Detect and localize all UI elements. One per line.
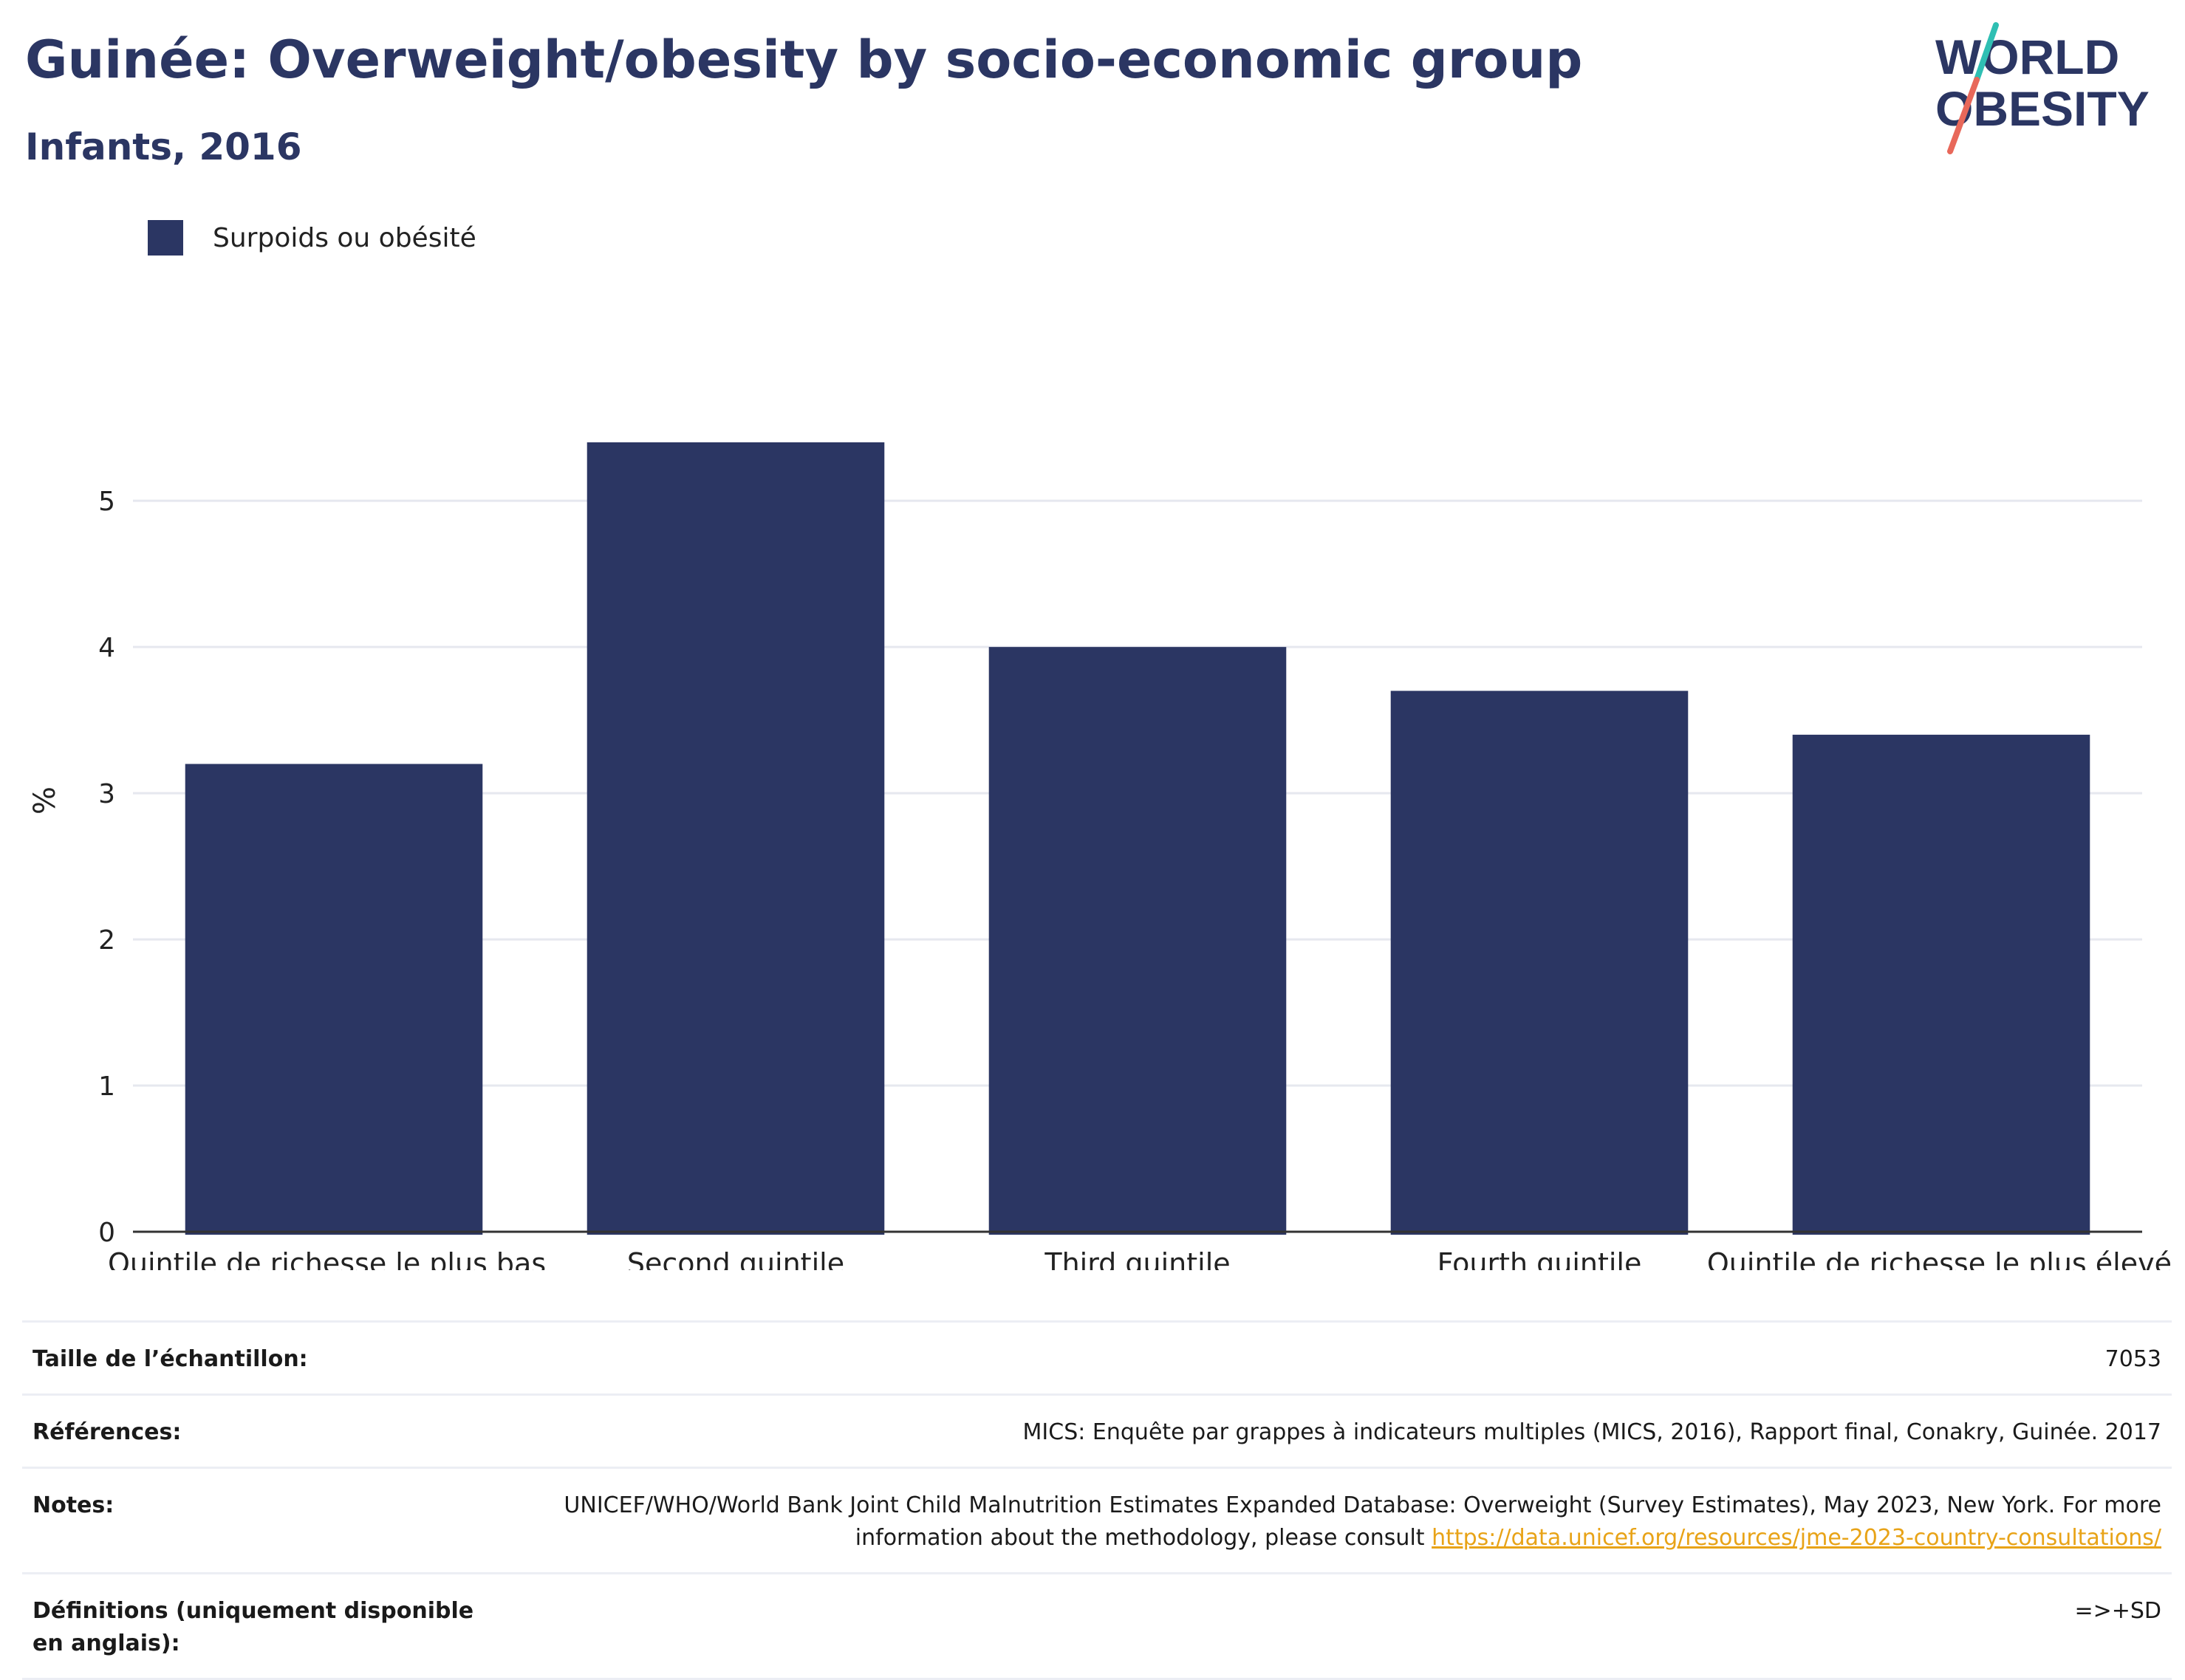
info-table: Taille de l’échantillon: 7053 Références… <box>22 1320 2172 1680</box>
notes-value: UNICEF/WHO/World Bank Joint Child Malnut… <box>516 1468 2172 1574</box>
x-tick-label: Quintile de richesse le plus bas <box>108 1247 546 1270</box>
bar <box>988 647 1287 1235</box>
references-row: Références: MICS: Enquête par grappes à … <box>22 1394 2172 1468</box>
y-tick-label: 4 <box>98 633 115 663</box>
y-tick-label: 5 <box>98 487 115 517</box>
bar <box>1792 734 2090 1235</box>
methodology-link[interactable]: https://data.unicef.org/resources/jme-20… <box>1432 1525 2161 1551</box>
x-tick-label: Quintile de richesse le plus élevé <box>1707 1247 2172 1270</box>
sample-size-label: Taille de l’échantillon: <box>33 1346 308 1372</box>
y-tick-label: 2 <box>98 925 115 956</box>
bar <box>1390 690 1689 1235</box>
x-tick-label: Third quintile <box>1044 1247 1230 1270</box>
legend-label: Surpoids ou obésité <box>213 222 476 253</box>
y-tick-label: 3 <box>98 779 115 809</box>
legend[interactable]: Surpoids ou obésité <box>148 220 476 256</box>
legend-swatch <box>148 220 183 256</box>
definitions-label: Définitions (uniquement disponible en an… <box>33 1598 474 1656</box>
x-tick-label: Second quintile <box>627 1247 844 1270</box>
logo-slash-coral <box>1947 77 1980 154</box>
world-obesity-logo: WORLD OBESITY <box>1935 22 2150 154</box>
chart-title: Guinée: Overweight/obesity by socio-econ… <box>25 30 1583 90</box>
sample-size-value: 7053 <box>2104 1346 2161 1372</box>
bar <box>587 442 885 1235</box>
sample-size-row: Taille de l’échantillon: 7053 <box>22 1321 2172 1395</box>
logo-slash-teal <box>1974 22 1999 83</box>
notes-text: UNICEF/WHO/World Bank Joint Child Malnut… <box>564 1492 2161 1551</box>
logo-line1: WORLD <box>1935 30 2119 84</box>
y-tick-label: 0 <box>98 1218 115 1248</box>
notes-label: Notes: <box>33 1492 114 1518</box>
y-tick-label: 1 <box>98 1072 115 1102</box>
references-value: MICS: Enquête par grappes à indicateurs … <box>1022 1419 2161 1445</box>
y-axis-label: % <box>28 786 62 815</box>
notes-row: Notes: UNICEF/WHO/World Bank Joint Child… <box>22 1467 2172 1574</box>
definitions-row: Définitions (uniquement disponible en an… <box>22 1573 2172 1679</box>
bar-chart: 0 1 2 3 4 5% Quintile de richesse le plus bas S… <box>28 442 2172 1270</box>
bar <box>185 764 483 1235</box>
x-tick-label: Fourth quintile <box>1437 1247 1642 1270</box>
references-label: Références: <box>33 1419 182 1445</box>
chart-subtitle: Infants, 2016 <box>25 126 302 168</box>
definitions-value: =>+SD <box>2074 1598 2161 1624</box>
